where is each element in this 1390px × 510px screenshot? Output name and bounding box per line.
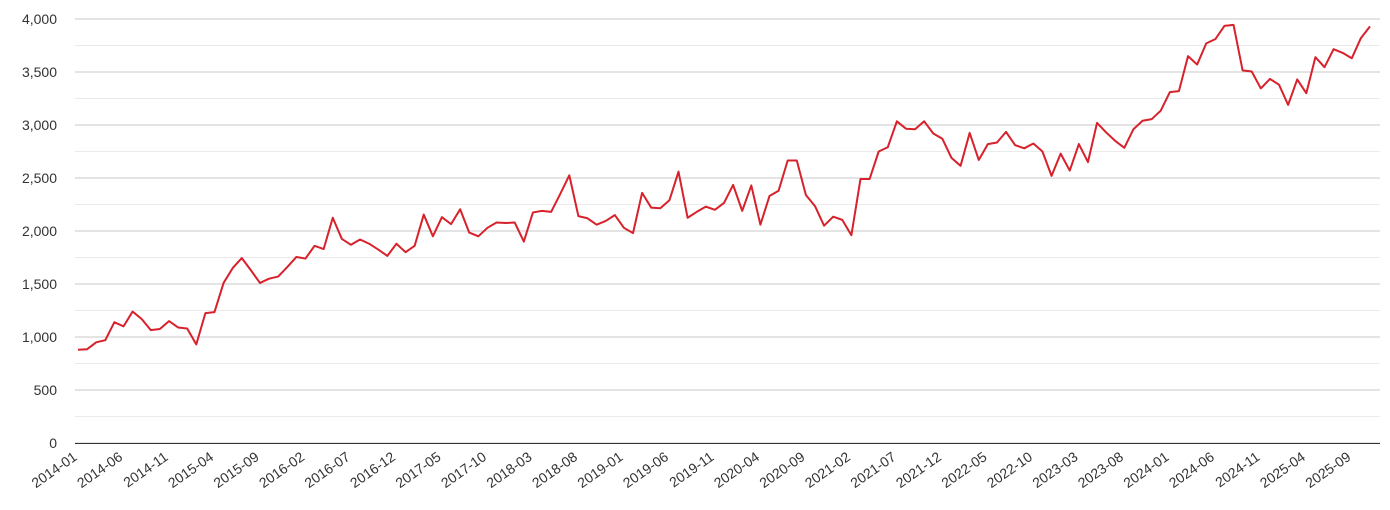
x-tick-label: 2019-11 <box>666 448 717 490</box>
y-tick-label: 0 <box>49 435 57 451</box>
y-tick-label: 1,500 <box>22 276 57 292</box>
x-tick-label: 2016-07 <box>301 448 352 491</box>
x-tick-label: 2016-12 <box>347 448 398 491</box>
x-tick-label: 2017-05 <box>392 448 443 491</box>
y-tick-label: 500 <box>34 382 58 398</box>
x-tick-label: 2018-08 <box>529 448 580 491</box>
x-tick-label: 2021-07 <box>847 448 898 491</box>
x-tick-label: 2023-08 <box>1075 448 1126 491</box>
y-tick-label: 3,000 <box>22 117 57 133</box>
y-tick-label: 4,000 <box>22 11 57 27</box>
x-tick-label: 2014-11 <box>120 448 171 490</box>
x-tick-label: 2022-10 <box>984 448 1035 491</box>
x-tick-label: 2024-01 <box>1120 448 1171 491</box>
x-tick-label: 2016-02 <box>256 448 307 491</box>
x-tick-label: 2017-10 <box>438 448 489 491</box>
x-tick-label: 2014-06 <box>74 448 125 491</box>
x-tick-label: 2021-12 <box>893 448 944 491</box>
x-tick-label: 2025-09 <box>1302 448 1353 491</box>
x-tick-label: 2014-01 <box>28 448 79 491</box>
x-tick-label: 2019-06 <box>620 448 671 491</box>
x-tick-label: 2020-09 <box>756 448 807 491</box>
x-tick-label: 2025-04 <box>1257 448 1308 491</box>
y-tick-label: 1,000 <box>22 329 57 345</box>
x-tick-label: 2015-04 <box>165 448 216 491</box>
data-line <box>77 23 1371 351</box>
x-tick-label: 2021-02 <box>802 448 853 491</box>
y-tick-label: 2,000 <box>22 223 57 239</box>
y-tick-label: 3,500 <box>22 64 57 80</box>
y-tick-label: 2,500 <box>22 170 57 186</box>
x-tick-label: 2024-06 <box>1166 448 1217 491</box>
x-tick-label: 2022-05 <box>938 448 989 491</box>
x-tick-label: 2018-03 <box>483 448 534 491</box>
x-tick-label: 2020-04 <box>711 448 762 491</box>
x-tick-label: 2019-01 <box>574 448 625 491</box>
x-tick-label: 2023-03 <box>1029 448 1080 491</box>
x-tick-label: 2024-11 <box>1212 448 1263 490</box>
x-tick-label: 2015-09 <box>210 448 261 491</box>
